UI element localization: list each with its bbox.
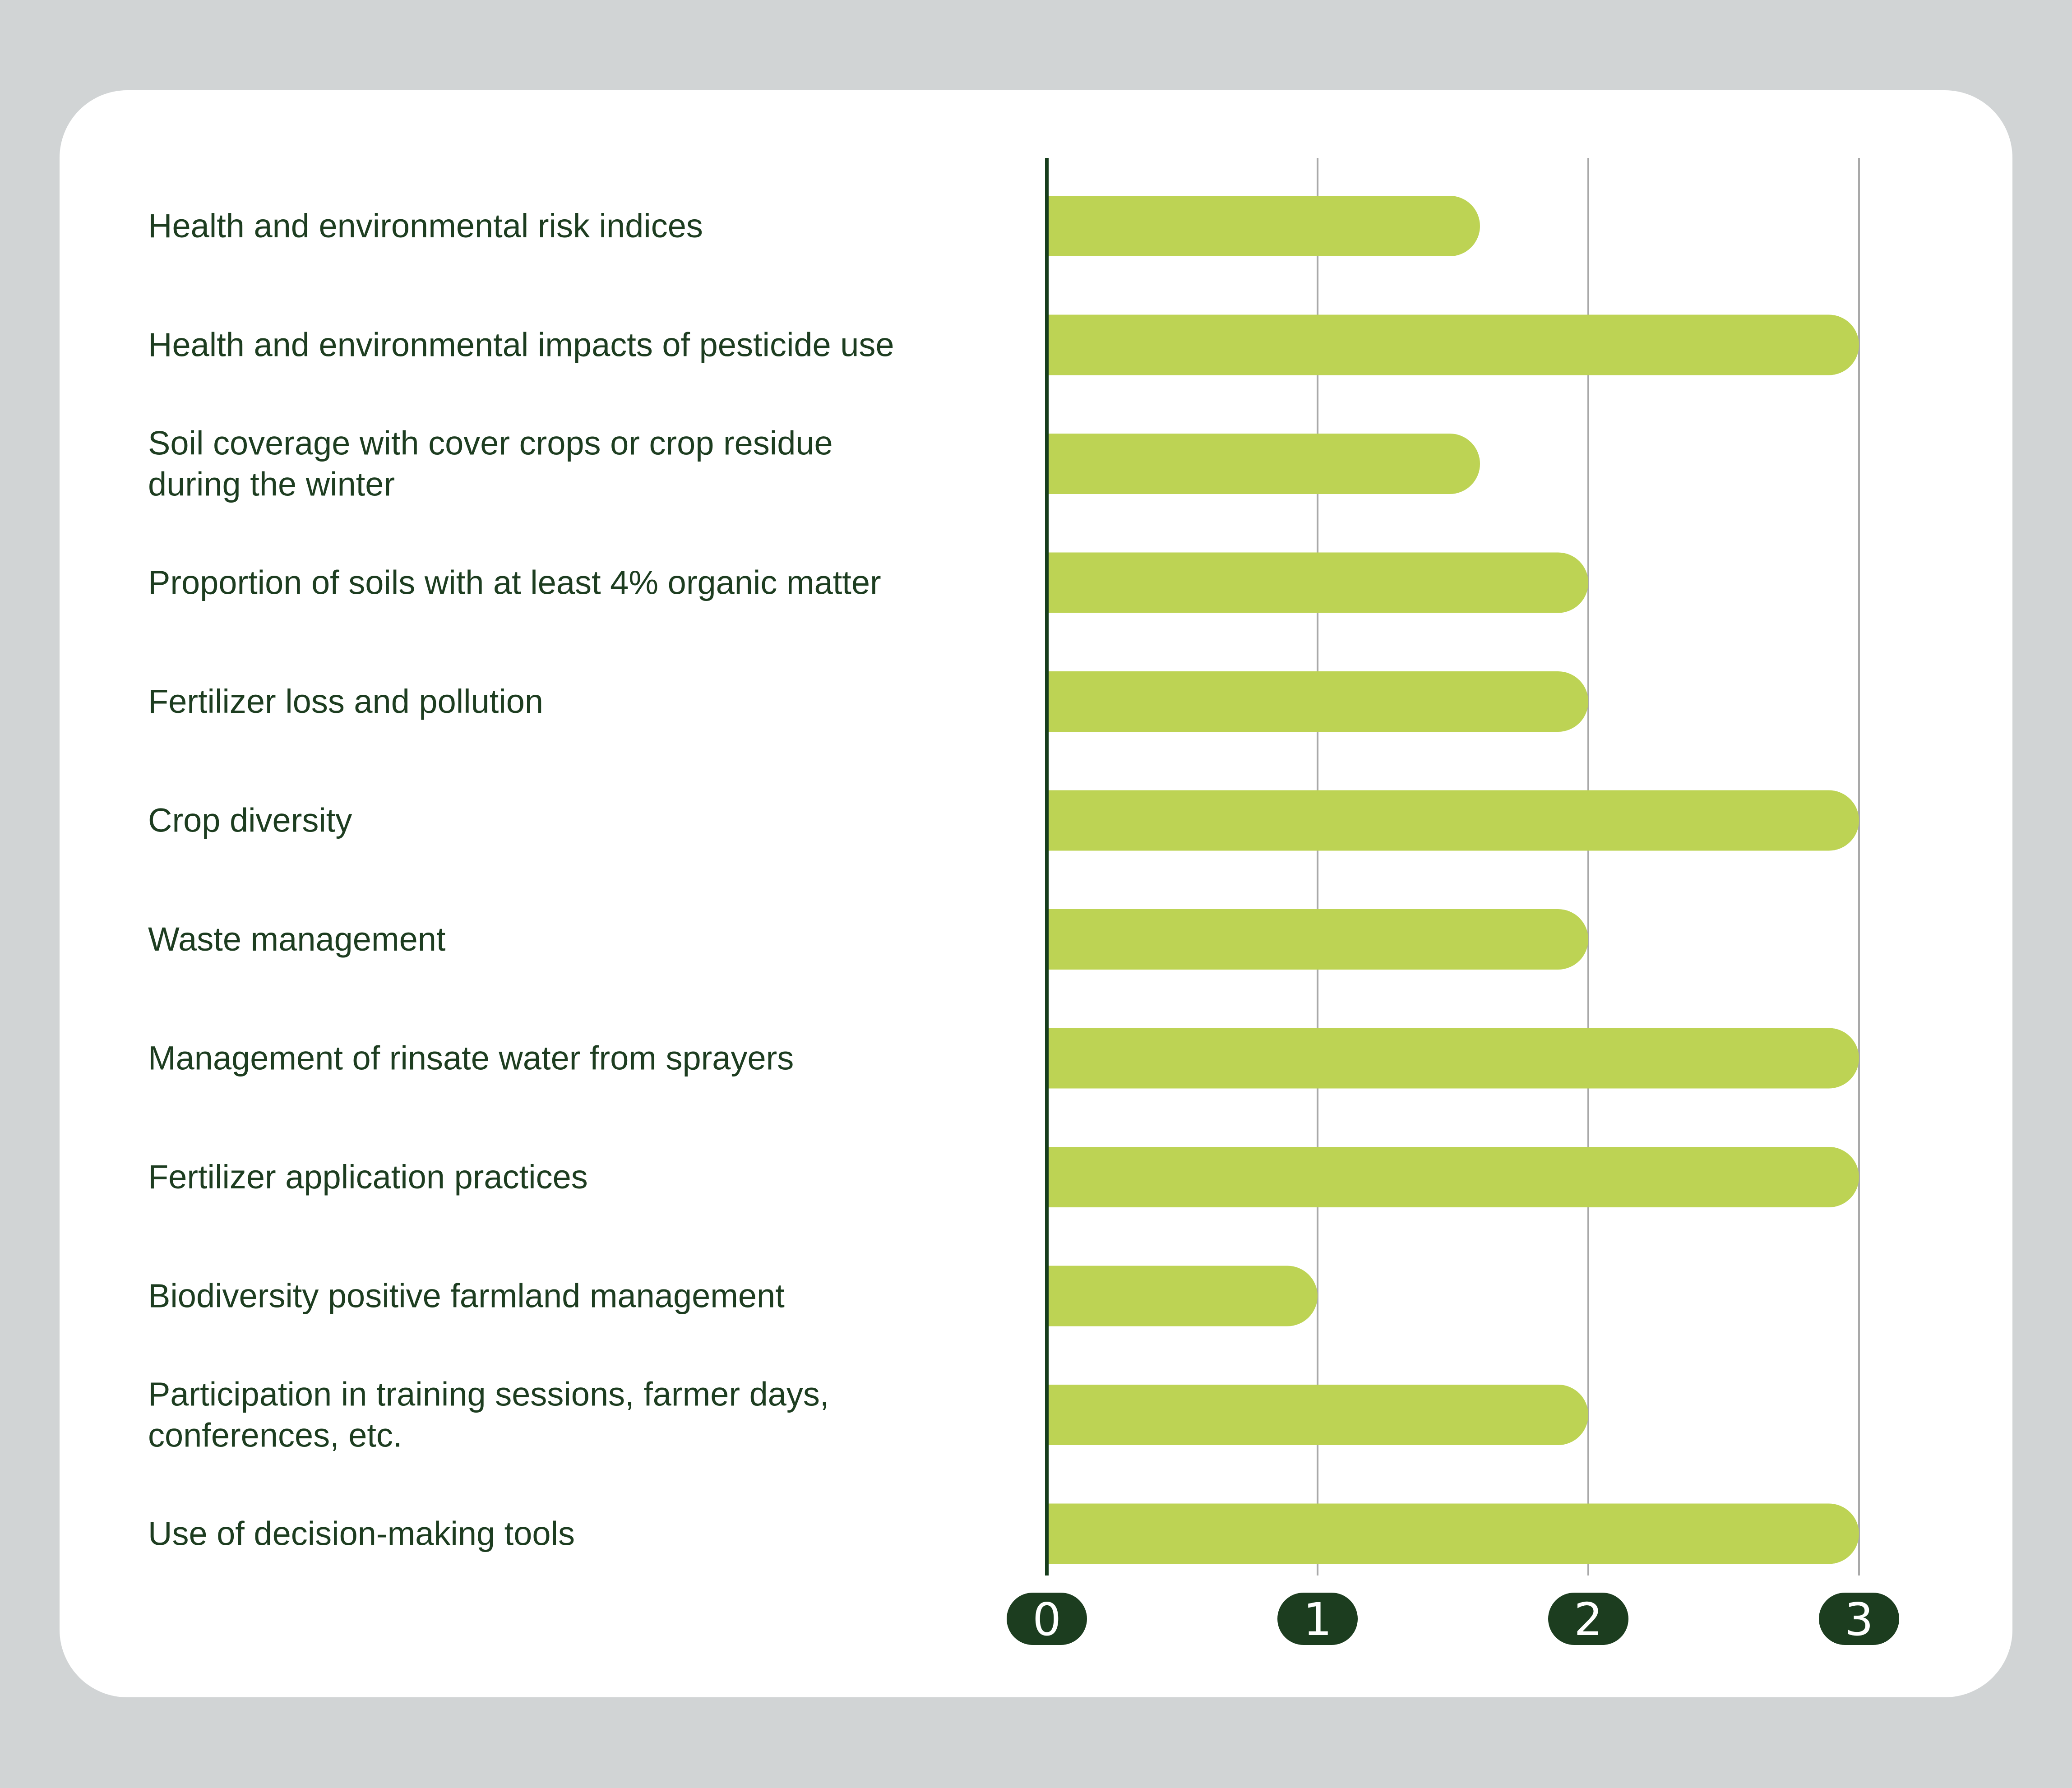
bar	[1047, 671, 1588, 732]
category-label: Proportion of soils with at least 4% org…	[148, 564, 881, 601]
x-tick-badge	[1819, 1593, 1899, 1645]
grid-lines	[1317, 158, 1860, 1575]
category-label-line: Health and environmental risk indices	[148, 207, 703, 245]
category-label-line: Fertilizer loss and pollution	[148, 683, 543, 720]
bars	[1047, 196, 1859, 1564]
category-label: Biodiversity positive farmland managemen…	[148, 1277, 785, 1315]
bar-chart: Health and environmental risk indices Hea…	[148, 158, 1899, 1646]
category-label-line: Proportion of soils with at least 4% org…	[148, 564, 881, 601]
bar	[1047, 434, 1480, 494]
category-label: Soil coverage with cover crops or crop r…	[148, 425, 833, 503]
category-label-line: Fertilizer application practices	[148, 1158, 588, 1196]
x-tick-badge	[1277, 1593, 1358, 1645]
bar	[1047, 1266, 1318, 1326]
category-label-line: Soil coverage with cover crops or crop r…	[148, 425, 833, 462]
category-label: Waste management	[148, 920, 446, 958]
bar	[1047, 1385, 1588, 1445]
bar	[1047, 1147, 1859, 1207]
category-labels: Health and environmental risk indices Hea…	[148, 207, 894, 1552]
x-tick-badge	[1548, 1593, 1628, 1645]
category-label-line: Health and environmental impacts of pest…	[148, 326, 894, 364]
bar	[1047, 314, 1859, 375]
category-label-line: Participation in training sessions, farm…	[148, 1376, 829, 1413]
bar	[1047, 909, 1588, 970]
category-label: Fertilizer application practices	[148, 1158, 588, 1196]
category-label-line: Waste management	[148, 920, 446, 958]
category-label-line: during the winter	[148, 466, 395, 503]
category-label-line: Crop diversity	[148, 802, 352, 839]
category-label-line: Biodiversity positive farmland managemen…	[148, 1277, 785, 1315]
category-label: Crop diversity	[148, 802, 352, 839]
category-label-line: Use of decision-making tools	[148, 1515, 575, 1552]
x-tick-labels: 0 1 2 3	[1007, 1593, 1899, 1646]
category-label: Participation in training sessions, farm…	[148, 1376, 829, 1454]
x-tick-label: 0	[1032, 1593, 1061, 1646]
bar	[1047, 1503, 1859, 1564]
category-label: Health and environmental impacts of pest…	[148, 326, 894, 364]
bar	[1047, 196, 1480, 256]
category-label: Use of decision-making tools	[148, 1515, 575, 1552]
category-label-line: conferences, etc.	[148, 1417, 402, 1454]
chart-card: Health and environmental risk indices Hea…	[60, 90, 2012, 1697]
x-tick-badge	[1007, 1593, 1087, 1645]
bar	[1047, 552, 1588, 613]
category-label: Health and environmental risk indices	[148, 207, 703, 245]
category-label: Management of rinsate water from sprayer…	[148, 1040, 794, 1077]
bar	[1047, 790, 1859, 851]
category-label-line: Management of rinsate water from sprayer…	[148, 1040, 794, 1077]
x-tick-label: 1	[1303, 1593, 1332, 1646]
x-tick-label: 3	[1845, 1593, 1873, 1646]
bar	[1047, 1028, 1859, 1089]
x-tick-label: 2	[1574, 1593, 1603, 1646]
category-label: Fertilizer loss and pollution	[148, 683, 543, 720]
